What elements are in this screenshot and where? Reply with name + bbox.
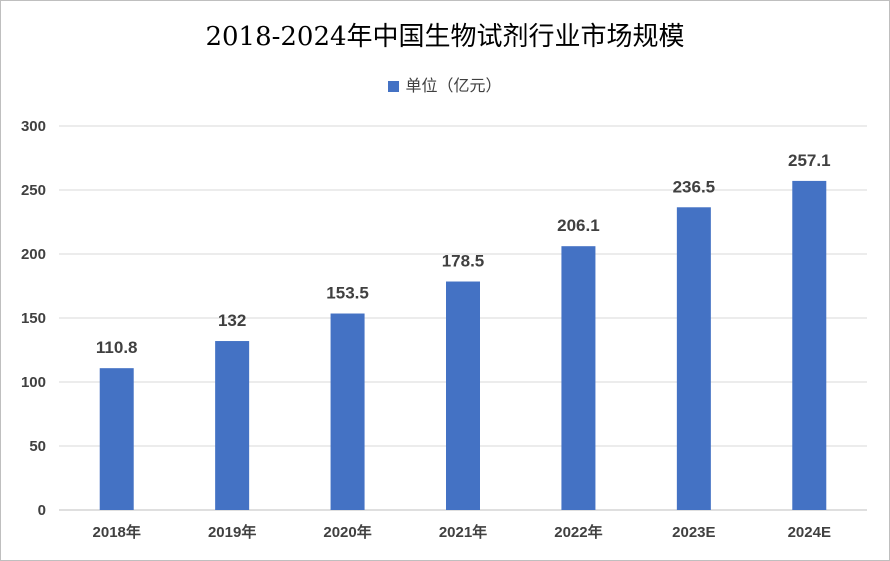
y-tick-label: 0 (38, 502, 46, 519)
data-label: 178.5 (442, 252, 485, 271)
x-tick-label: 2019年 (208, 523, 256, 541)
bar (676, 207, 711, 510)
bar (446, 281, 480, 510)
x-tick-label: 2024E (788, 524, 831, 541)
bar (561, 246, 596, 510)
chart-title: 2018-2024年中国生物试剂行业市场规模 (205, 22, 685, 52)
legend-label: 单位（亿元） (405, 76, 502, 95)
x-tick-label: 2023E (672, 524, 715, 541)
bar (330, 313, 365, 510)
x-tick-label: 2022年 (554, 523, 602, 541)
x-tick-label: 2021年 (439, 523, 487, 541)
y-tick-label: 150 (21, 310, 46, 327)
legend-swatch (388, 81, 400, 92)
y-tick-label: 50 (29, 438, 46, 455)
x-tick-label: 2018年 (93, 523, 141, 541)
data-label: 206.1 (557, 216, 600, 235)
y-tick-label: 250 (21, 182, 46, 199)
bar (792, 180, 827, 511)
y-tick-label: 300 (21, 118, 46, 135)
data-label: 132 (218, 311, 246, 330)
bar (215, 341, 250, 510)
x-tick-label: 2020年 (323, 523, 371, 541)
data-label: 257.1 (788, 151, 831, 170)
data-label: 236.5 (673, 177, 716, 196)
data-label: 110.8 (96, 338, 138, 357)
legend: 单位（亿元） (0, 72, 890, 96)
y-tick-label: 200 (21, 246, 46, 263)
data-label: 153.5 (326, 284, 369, 303)
bar (99, 368, 134, 510)
y-tick-label: 100 (21, 374, 46, 391)
